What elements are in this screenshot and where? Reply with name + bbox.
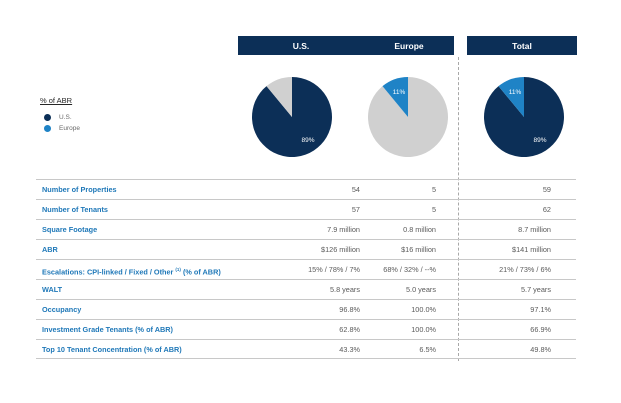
cell-us: 7.9 million xyxy=(327,225,360,234)
header-us: U.S. xyxy=(238,36,364,55)
legend-item-us: U.S. xyxy=(44,114,80,121)
table-row: Square Footage 7.9 million 0.8 million 8.7 … xyxy=(36,219,576,239)
cell-total: 66.9% xyxy=(530,325,551,334)
header-total: Total xyxy=(467,36,577,55)
cell-us: $126 million xyxy=(321,245,360,254)
table-row: Escalations: CPI-linked / Fixed / Other … xyxy=(36,259,576,279)
cell-us: 96.8% xyxy=(339,305,360,314)
legend-swatch-europe xyxy=(44,125,51,132)
row-label: Number of Tenants xyxy=(42,205,108,214)
cell-us: 62.8% xyxy=(339,325,360,334)
table-row: Investment Grade Tenants (% of ABR) 62.8%… xyxy=(36,319,576,339)
row-label: Square Footage xyxy=(42,225,98,234)
cell-us: 57 xyxy=(351,205,360,214)
table-row: Top 10 Tenant Concentration (% of ABR) 43… xyxy=(36,339,576,359)
column-divider xyxy=(458,57,459,361)
cell-europe: 5 xyxy=(431,185,436,194)
row-label: Escalations: CPI-linked / Fixed / Other … xyxy=(42,267,221,277)
cell-us: 43.3% xyxy=(339,345,360,354)
cell-europe: 0.8 million xyxy=(403,225,436,234)
legend-label-us: U.S. xyxy=(59,114,72,121)
cell-europe: 100.0% xyxy=(411,325,436,334)
row-label: ABR xyxy=(42,245,58,254)
row-label: WALT xyxy=(42,285,63,294)
pie-us-slice-europe xyxy=(266,77,292,117)
cell-us: 54 xyxy=(351,185,360,194)
pie-total-label-us: 89% xyxy=(533,137,546,144)
cell-total: 59 xyxy=(542,185,551,194)
cell-europe: 5 xyxy=(431,205,436,214)
row-label: Occupancy xyxy=(42,305,82,314)
cell-europe: 68% / 32% / --% xyxy=(383,265,436,274)
cell-total: 8.7 million xyxy=(518,225,551,234)
row-label: Investment Grade Tenants (% of ABR) xyxy=(42,325,173,334)
cell-europe: 5.0 years xyxy=(405,285,436,294)
cell-us: 5.8 years xyxy=(329,285,360,294)
legend-item-europe: Europe xyxy=(44,125,80,132)
row-label: Number of Properties xyxy=(42,185,117,194)
metrics-table: Number of Properties 54 5 59 Number of Tenan… xyxy=(36,179,576,359)
table-row: WALT 5.8 years 5.0 years 5.7 years xyxy=(36,279,576,299)
pie-us-label-us: 89% xyxy=(301,137,314,144)
table-row: ABR $126 million $16 million $141 million xyxy=(36,239,576,259)
cell-total: 49.8% xyxy=(530,345,551,354)
cell-europe: 6.5% xyxy=(419,345,436,354)
cell-us: 15% / 78% / 7% xyxy=(308,265,360,274)
legend-label-europe: Europe xyxy=(59,125,80,132)
cell-total: $141 million xyxy=(512,245,551,254)
cell-total: 21% / 73% / 6% xyxy=(499,265,551,274)
legend-swatch-us xyxy=(44,114,51,121)
pie-charts: 89% 11% 89% 11% xyxy=(252,77,564,157)
table-row: Number of Properties 54 5 59 xyxy=(36,179,576,199)
header-europe: Europe xyxy=(364,36,454,55)
pie-europe-label-europe: 11% xyxy=(393,89,406,96)
legend-title: % of ABR xyxy=(40,96,73,105)
pie-total-label-europe: 11% xyxy=(509,89,522,96)
table-row: Occupancy 96.8% 100.0% 97.1% xyxy=(36,299,576,319)
cell-europe: 100.0% xyxy=(411,305,436,314)
cell-europe: $16 million xyxy=(401,245,436,254)
pie-europe-slice-europe xyxy=(382,77,408,117)
row-label: Top 10 Tenant Concentration (% of ABR) xyxy=(42,345,182,354)
cell-total: 5.7 years xyxy=(520,285,551,294)
legend: % of ABR U.S. Europe xyxy=(40,96,80,136)
cell-total: 62 xyxy=(542,205,551,214)
table-row: Number of Tenants 57 5 62 xyxy=(36,199,576,219)
cell-total: 97.1% xyxy=(530,305,551,314)
pie-total-slice-europe xyxy=(498,77,524,117)
